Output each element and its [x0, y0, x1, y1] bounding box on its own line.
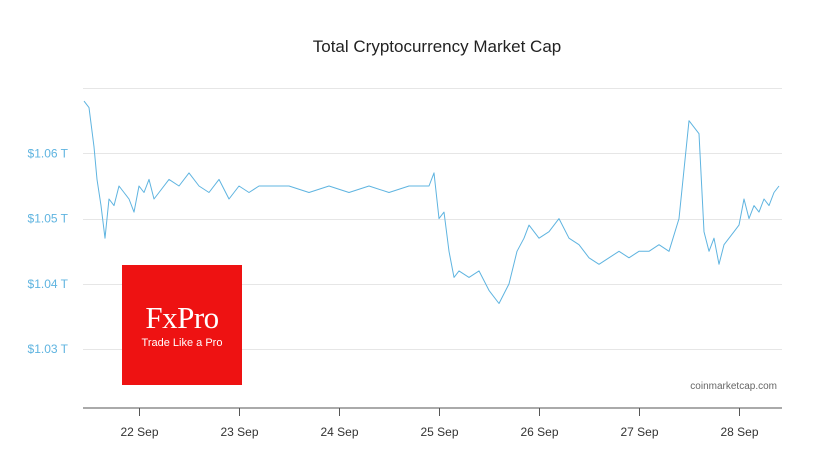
y-tick-label: $1.04 T [28, 277, 69, 291]
y-tick-label: $1.03 T [28, 342, 69, 356]
y-tick-label: $1.05 T [28, 212, 69, 226]
chart-title: Total Cryptocurrency Market Cap [313, 37, 561, 56]
x-tick-label: 22 Sep [120, 425, 158, 439]
x-tick-label: 24 Sep [320, 425, 358, 439]
fxpro-logo-slogan: Trade Like a Pro [141, 336, 223, 349]
fxpro-watermark: FxPro Trade Like a Pro [122, 265, 242, 385]
x-tick-label: 28 Sep [720, 425, 758, 439]
y-axis-ticks: $1.03 T $1.04 T $1.05 T $1.06 T [28, 146, 69, 356]
y-tick-label: $1.06 T [28, 146, 69, 160]
x-tick-label: 23 Sep [220, 425, 258, 439]
fxpro-logo-name: FxPro [145, 299, 219, 335]
x-axis-ticks: 22 Sep 23 Sep 24 Sep 25 Sep 26 Sep 27 Sep 28 S… [120, 408, 759, 439]
source-credit: coinmarketcap.com [690, 381, 777, 392]
x-tick-label: 25 Sep [420, 425, 458, 439]
market-cap-series-line [83, 100, 780, 304]
x-tick-label: 27 Sep [620, 425, 658, 439]
x-tick-label: 26 Sep [520, 425, 558, 439]
